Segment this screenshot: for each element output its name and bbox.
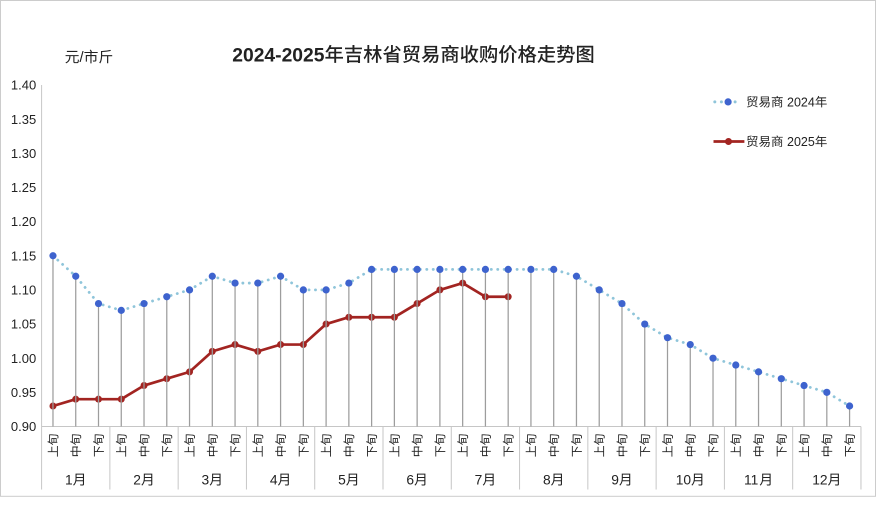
svg-text:9: 9 <box>611 473 619 488</box>
svg-text:2024: 2024 <box>787 95 815 109</box>
svg-text:12: 12 <box>812 473 827 488</box>
svg-text:2: 2 <box>133 473 141 488</box>
svg-text:1.40: 1.40 <box>11 78 36 93</box>
svg-text:10: 10 <box>676 473 692 488</box>
svg-text:2024-2025: 2024-2025 <box>232 45 324 66</box>
svg-text:0.95: 0.95 <box>11 385 36 400</box>
svg-text:3: 3 <box>202 473 210 488</box>
svg-text:5: 5 <box>338 473 346 488</box>
svg-text:1.00: 1.00 <box>11 351 36 366</box>
svg-text:1.35: 1.35 <box>11 112 36 127</box>
svg-text:7: 7 <box>475 473 483 488</box>
svg-text:1.10: 1.10 <box>11 283 36 298</box>
svg-text:0.90: 0.90 <box>11 419 36 434</box>
svg-text:1.30: 1.30 <box>11 146 36 161</box>
svg-text:1.15: 1.15 <box>11 248 36 263</box>
svg-text:/: / <box>80 50 85 66</box>
svg-text:1.20: 1.20 <box>11 214 36 229</box>
svg-text:1: 1 <box>65 473 73 488</box>
svg-text:1.25: 1.25 <box>11 180 36 195</box>
svg-text:6: 6 <box>406 473 414 488</box>
svg-text:2025: 2025 <box>787 135 815 149</box>
svg-text:4: 4 <box>270 473 278 488</box>
svg-text:11: 11 <box>744 473 758 488</box>
svg-text:8: 8 <box>543 473 551 488</box>
svg-text:1.05: 1.05 <box>11 317 36 332</box>
